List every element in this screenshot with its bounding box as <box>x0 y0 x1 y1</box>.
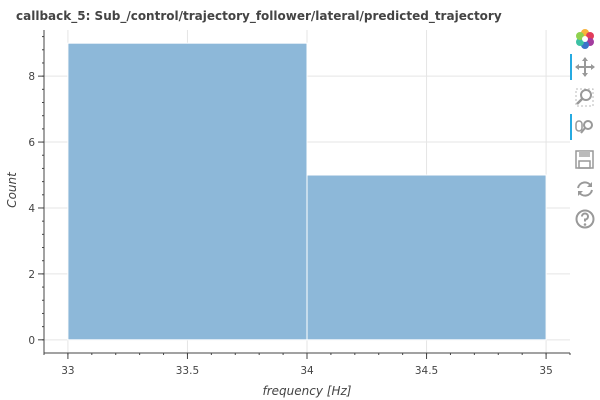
x-tick-label: 35 <box>539 365 552 377</box>
save-icon <box>575 150 594 169</box>
pan-tool-button[interactable] <box>570 54 600 80</box>
histogram-bars <box>67 42 547 341</box>
chart-title: callback_5: Sub_/control/trajectory_foll… <box>16 9 502 23</box>
y-tick-label: 4 <box>28 203 35 215</box>
box-zoom-icon <box>575 88 594 107</box>
box-zoom-tool-button[interactable] <box>570 84 600 110</box>
y-tick-label: 0 <box>28 335 35 347</box>
help-icon <box>575 209 595 229</box>
save-tool-button[interactable] <box>570 146 600 172</box>
reset-icon <box>577 181 593 197</box>
x-tick-label: 33.5 <box>176 365 199 377</box>
help-tool-button[interactable] <box>570 206 600 232</box>
axes: 33 33.5 34 34.5 35 0 2 4 6 8 <box>28 30 571 377</box>
x-tick-label: 33 <box>61 365 74 377</box>
bokeh-logo-icon[interactable] <box>570 26 600 52</box>
x-tick-label: 34 <box>300 365 314 377</box>
x-tick-label: 34.5 <box>415 365 438 377</box>
y-tick-label: 8 <box>28 71 35 83</box>
pan-icon <box>575 57 595 77</box>
histogram-bar <box>306 174 547 341</box>
histogram-bar <box>67 42 308 341</box>
wheel-zoom-tool-button[interactable] <box>570 114 600 140</box>
y-tick-label: 6 <box>28 137 35 149</box>
y-axis-label: Count <box>5 171 19 208</box>
wheel-zoom-icon <box>575 120 593 134</box>
reset-tool-button[interactable] <box>570 176 600 202</box>
y-tick-label: 2 <box>28 269 35 281</box>
x-axis-label: frequency [Hz] <box>263 384 352 398</box>
